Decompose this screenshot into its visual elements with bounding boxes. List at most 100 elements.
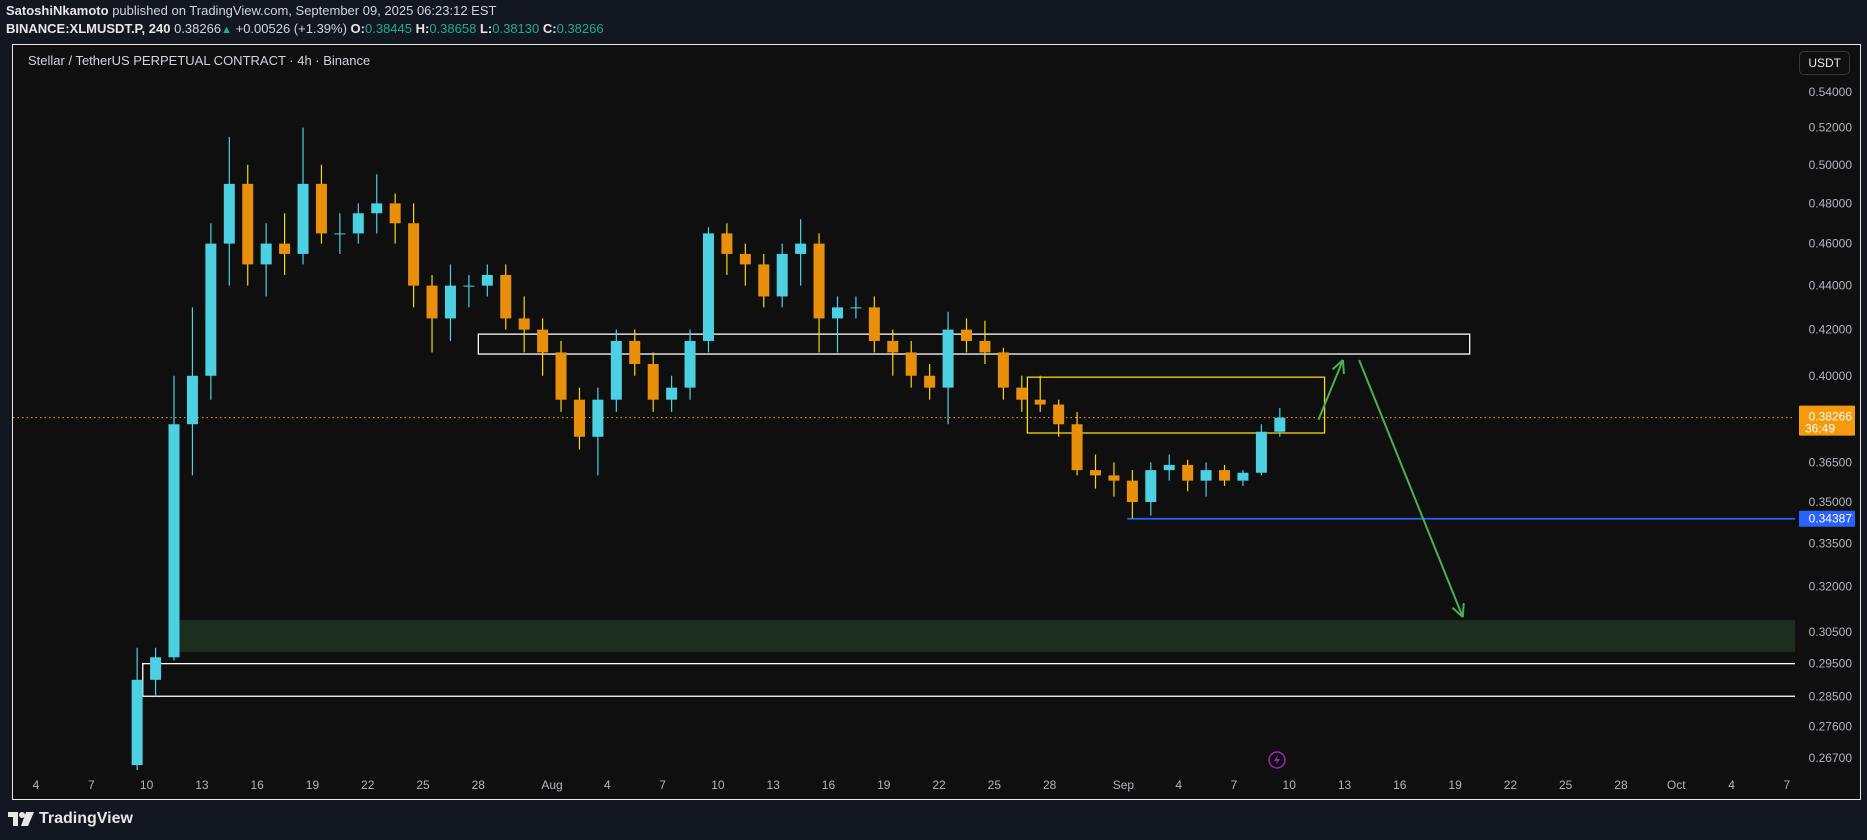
candle	[721, 223, 733, 275]
candle-body	[315, 183, 327, 234]
candle-body	[168, 424, 180, 658]
close-value: 0.38266	[556, 21, 604, 36]
candle-body	[1274, 417, 1286, 432]
candle	[242, 164, 254, 286]
time-tick-label: 25	[988, 778, 1002, 792]
candle-body	[223, 183, 235, 244]
candle	[279, 213, 291, 275]
price-tick-label: 0.35000	[1809, 495, 1853, 509]
candle	[1182, 459, 1194, 492]
candle-body	[795, 243, 807, 254]
chart-panel[interactable]: Stellar / TetherUS PERPETUAL CONTRACT · …	[12, 44, 1861, 800]
candle	[997, 347, 1009, 400]
candle	[1237, 470, 1249, 486]
time-tick-label: 10	[140, 778, 154, 792]
candle	[629, 329, 641, 376]
candle	[463, 274, 475, 308]
candle	[168, 375, 180, 661]
candle	[1274, 407, 1286, 437]
candle-body	[850, 307, 862, 309]
candle	[315, 164, 327, 244]
currency-button[interactable]: USDT	[1799, 51, 1850, 75]
candle-body	[629, 340, 641, 365]
candle	[868, 296, 880, 353]
candle	[518, 296, 530, 353]
candle-body	[481, 274, 493, 286]
price-tick-label: 0.52000	[1809, 121, 1853, 135]
tradingview-logo-icon	[8, 812, 34, 826]
candle-body	[868, 307, 880, 341]
price-tick-label: 0.27600	[1809, 720, 1853, 734]
open-label: O:	[350, 21, 365, 36]
time-tick-label: 4	[1175, 778, 1182, 792]
support-badge-bg	[1799, 510, 1855, 527]
lightning-icon[interactable]	[1268, 751, 1286, 769]
candle-body	[592, 399, 604, 437]
candle-body	[1090, 470, 1102, 476]
time-tick-label: 4	[604, 778, 611, 792]
high-label: H:	[415, 21, 430, 36]
candle-body	[905, 352, 917, 376]
price-tick-label: 0.50000	[1809, 158, 1853, 172]
drawings-layer	[13, 333, 1795, 697]
candle-body	[500, 274, 512, 319]
time-tick-label: 22	[1504, 778, 1518, 792]
candle-body	[942, 329, 954, 388]
candle	[739, 243, 751, 286]
time-tick-label: 28	[1043, 778, 1057, 792]
price-tick-label: 0.46000	[1809, 237, 1853, 251]
candle-body	[1255, 431, 1267, 473]
candle-body	[1071, 424, 1083, 471]
candle-body	[573, 399, 585, 437]
candle	[1163, 454, 1175, 481]
last-price: 0.38266	[174, 21, 222, 36]
candle-body	[279, 243, 291, 254]
candle	[831, 296, 843, 353]
up-triangle-icon: ▲	[221, 24, 232, 36]
price-change: +0.00526 (+1.39%)	[235, 21, 347, 36]
chart-title: Stellar / TetherUS PERPETUAL CONTRACT · …	[28, 53, 371, 68]
candle-body	[131, 679, 143, 766]
candle-body	[758, 264, 770, 297]
high-value: 0.38658	[429, 21, 477, 36]
candle-body	[666, 387, 678, 400]
candle	[850, 296, 862, 319]
candle	[389, 193, 401, 244]
arrow-up-icon	[1317, 359, 1345, 421]
candle-body	[1053, 404, 1065, 425]
price-axis[interactable]: 0.54000 0.52000 0.50000 0.48000 0.46000 0.440…	[1799, 85, 1855, 765]
author-name[interactable]: SatoshiNkamoto	[6, 3, 109, 18]
candle	[942, 311, 954, 425]
candle-body	[1200, 470, 1212, 481]
time-tick-label: 19	[877, 778, 891, 792]
candle	[1200, 462, 1212, 497]
candle	[813, 233, 825, 353]
tradingview-logo[interactable]: TradingView	[8, 810, 133, 828]
time-tick-label: 28	[1614, 778, 1628, 792]
candle	[1071, 411, 1083, 476]
candle	[1016, 375, 1028, 412]
candle-body	[150, 657, 162, 680]
candle-body	[997, 352, 1009, 388]
bar-countdown: 36:49	[1805, 422, 1835, 436]
time-axis[interactable]: 4 7 10 13 16 19 22 25 28 Aug 4 7 10 13 16 19 22 25 28 Sep 4 7…	[33, 778, 1791, 792]
candle-body	[610, 340, 622, 400]
candle	[1034, 375, 1046, 412]
price-tick-label: 0.48000	[1809, 196, 1853, 210]
candle-body	[739, 253, 751, 265]
candle	[592, 387, 604, 476]
time-tick-label: 10	[711, 778, 725, 792]
arrow-head	[1451, 606, 1464, 618]
candle	[537, 318, 549, 376]
candle	[961, 318, 972, 353]
low-value: 0.38130	[492, 21, 540, 36]
candle	[1219, 464, 1231, 486]
candle-body	[444, 285, 456, 319]
candle	[444, 264, 456, 341]
arrow-head	[1331, 359, 1344, 371]
candle	[795, 219, 807, 286]
time-tick-label: 16	[250, 778, 264, 792]
candle	[905, 340, 917, 388]
